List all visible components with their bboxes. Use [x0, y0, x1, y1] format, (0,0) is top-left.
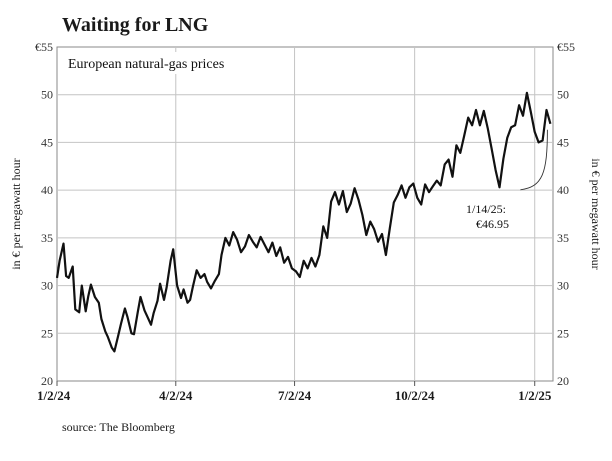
subtitle-background	[62, 52, 272, 74]
y-tick-label-left: 30	[41, 279, 53, 293]
y-axis-label-left: in € per megawatt hour	[9, 158, 23, 269]
y-tick-label-right: 50	[557, 88, 569, 102]
y-tick-label-left: 45	[41, 135, 53, 149]
x-tick-label: 1/2/25	[518, 388, 552, 403]
x-tick-label: 1/2/24	[37, 388, 71, 403]
chart-subtitle: European natural-gas prices	[68, 57, 224, 72]
y-tick-label-left: 35	[41, 231, 53, 245]
x-tick-label: 4/2/24	[159, 388, 193, 403]
annotation-value: €46.95	[476, 217, 509, 231]
y-tick-label-left: 25	[41, 326, 53, 340]
y-tick-label-right: 35	[557, 231, 569, 245]
y-tick-label-left: 20	[41, 374, 53, 388]
y-tick-label-right: 45	[557, 135, 569, 149]
y-tick-label-left: 40	[41, 183, 53, 197]
grid-layer	[57, 94, 553, 334]
y-ticks-left: 20 25 30 35 40 45 50 €55	[35, 40, 53, 388]
x-grid-layer	[175, 47, 536, 381]
y-tick-label-right: 30	[557, 279, 569, 293]
x-tick-label: 7/2/24	[278, 388, 312, 403]
annotation-leader	[520, 129, 548, 191]
y-tick-label-right: 20	[557, 374, 569, 388]
y-tick-label-right: 40	[557, 183, 569, 197]
x-tick-label: 10/2/24	[395, 388, 435, 403]
y-tick-label-right: €55	[557, 40, 575, 54]
y-tick-label-right: 25	[557, 326, 569, 340]
series-line	[55, 91, 552, 353]
plot-frame	[56, 46, 554, 382]
y-tick-label-left: 50	[41, 88, 53, 102]
annotation-date: 1/14/25:	[466, 202, 506, 216]
y-axis-label-right: in € per megawatt hour	[589, 158, 603, 269]
source-note: source: The Bloomberg	[62, 420, 175, 434]
y-ticks-right: 20 25 30 35 40 45 50 €55	[557, 40, 575, 388]
x-ticks: 1/2/24 4/2/24 7/2/24 10/2/24 1/2/25	[37, 381, 552, 403]
chart-title: Waiting for LNG	[62, 14, 209, 36]
y-tick-label-left: €55	[35, 40, 53, 54]
